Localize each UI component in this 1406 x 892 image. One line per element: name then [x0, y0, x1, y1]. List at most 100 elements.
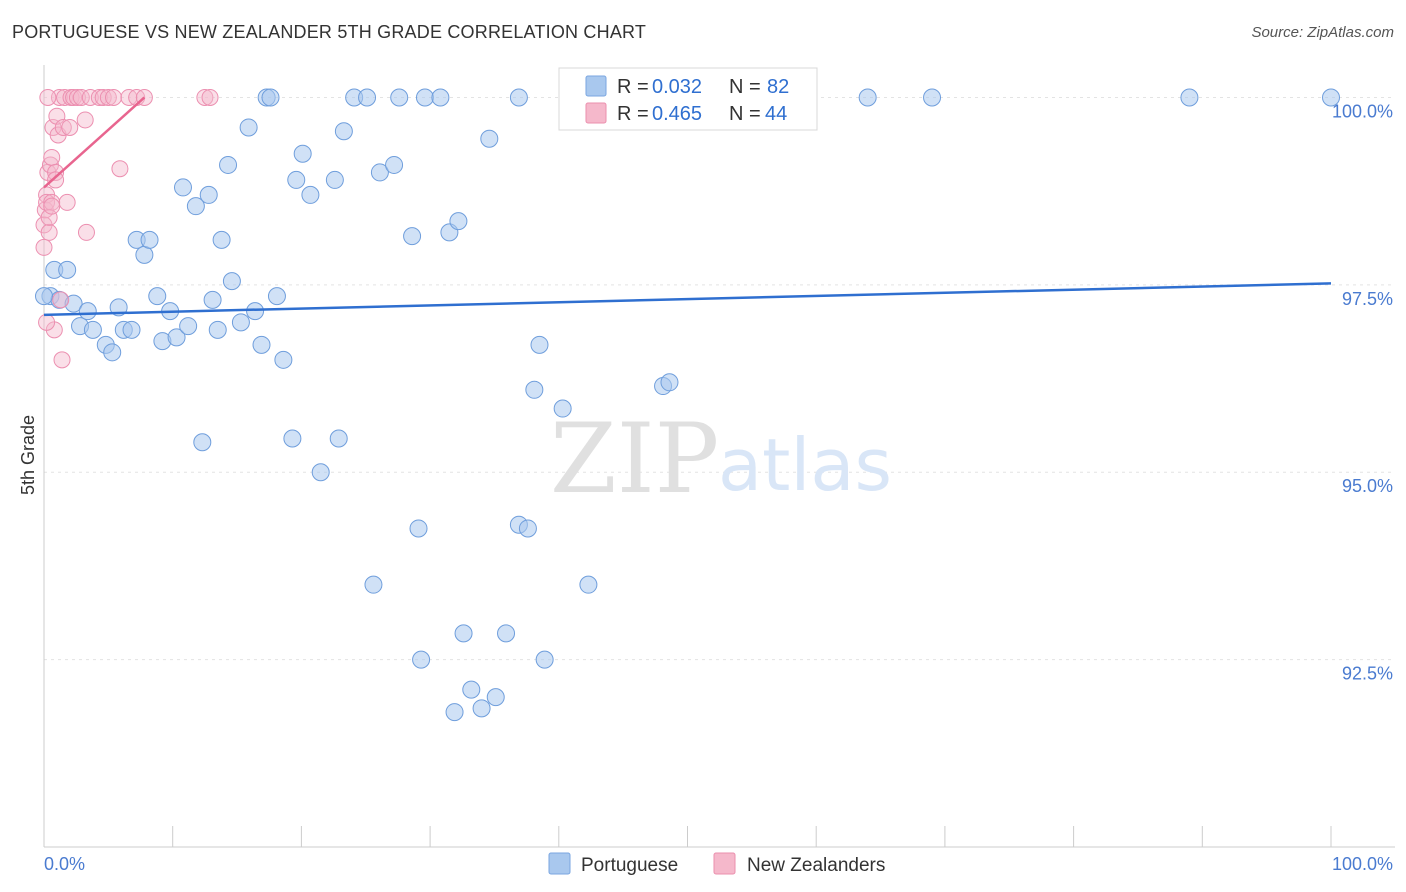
portuguese-point-27	[212, 230, 231, 249]
nz-point-17	[54, 118, 72, 136]
trend-line-portuguese	[43, 282, 1332, 317]
x-tick-labels: 0.0% 100.0%	[44, 854, 1393, 874]
portuguese-point-41	[301, 185, 320, 204]
portuguese-point-19	[167, 328, 186, 347]
portuguese-point-69	[525, 380, 544, 399]
nz-point-32	[111, 160, 129, 178]
series-legend-swatch-portuguese	[548, 852, 571, 875]
portuguese-point-61	[462, 680, 481, 699]
nz-point-14	[50, 88, 68, 106]
portuguese-point-80	[1322, 88, 1340, 107]
portuguese-point-37	[274, 350, 293, 369]
chart-title: PORTUGUESE VS NEW ZEALANDER 5TH GRADE CO…	[12, 22, 647, 42]
portuguese-point-49	[370, 163, 389, 182]
nz-point-27	[81, 88, 99, 106]
portuguese-point-47	[358, 88, 377, 107]
legend-n-value-1: 44	[765, 103, 787, 125]
y-tick-label-1: 95.0%	[1342, 476, 1393, 496]
nz-point-24	[72, 88, 90, 106]
series-legend-label-new-zealanders: New Zealanders	[747, 855, 885, 876]
legend-r-label-1: R =	[617, 103, 649, 125]
portuguese-point-23	[193, 433, 212, 452]
nz-point-25	[76, 111, 94, 129]
trend-lines	[43, 96, 1332, 317]
portuguese-point-42	[311, 463, 330, 482]
legend-r-value-1: 0.465	[652, 103, 702, 125]
nz-point-36	[39, 88, 57, 106]
nz-point-15	[52, 291, 70, 309]
portuguese-point-35	[261, 88, 280, 107]
legend-r-value-0: 0.032	[652, 76, 702, 98]
nz-point-41	[38, 313, 56, 331]
nz-point-11	[47, 163, 65, 181]
portuguese-point-53	[409, 519, 428, 538]
portuguese-point-59	[449, 212, 468, 231]
portuguese-point-48	[364, 575, 383, 594]
x-tick-label-0: 0.0%	[44, 854, 85, 874]
portuguese-point-31	[239, 118, 258, 137]
portuguese-point-12	[122, 320, 141, 339]
portuguese-point-52	[403, 227, 422, 246]
series-legend-label-portuguese: Portuguese	[581, 855, 678, 876]
portuguese-point-55	[415, 88, 434, 107]
nz-point-28	[90, 88, 108, 106]
portuguese-point-14	[135, 245, 154, 264]
portuguese-point-36	[267, 287, 286, 306]
portuguese-point-15	[140, 230, 159, 249]
portuguese-point-72	[553, 399, 572, 418]
portuguese-point-3	[58, 260, 77, 279]
portuguese-point-79	[1180, 88, 1199, 107]
legend-n-value-0: 82	[767, 76, 789, 98]
portuguese-point-56	[431, 88, 450, 107]
portuguese-point-21	[179, 317, 198, 336]
legend-swatch-portuguese	[585, 75, 607, 97]
nz-point-30	[99, 88, 117, 106]
nz-point-5	[40, 223, 58, 241]
portuguese-point-43	[325, 170, 344, 189]
portuguese-point-45	[334, 122, 353, 141]
nz-point-38	[43, 197, 61, 215]
watermark-zip: ZIP	[550, 403, 719, 515]
portuguese-point-38	[283, 429, 302, 448]
portuguese-point-4	[64, 294, 83, 313]
stats-legend: R = 0.032 N = 82 R = 0.465 N = 44	[558, 67, 818, 131]
portuguese-point-33	[252, 335, 271, 354]
nz-point-18	[56, 88, 74, 106]
portuguese-point-9	[103, 343, 122, 362]
gridlines	[44, 96, 1395, 661]
y-tick-label-2: 97.5%	[1342, 289, 1393, 309]
portuguese-point-68	[518, 519, 537, 538]
nz-point-19	[58, 193, 76, 211]
portuguese-point-7	[83, 320, 102, 339]
portuguese-point-62	[472, 699, 491, 718]
portuguese-point-10	[109, 298, 128, 317]
x-tick-label-1: 100.0%	[1332, 854, 1393, 874]
portuguese-point-50	[385, 155, 404, 174]
nz-point-26	[77, 223, 95, 241]
portuguese-point-20	[173, 178, 192, 197]
nz-point-37	[40, 208, 58, 226]
legend-n-label-1: N =	[729, 103, 761, 125]
y-tick-labels: 92.5% 95.0% 97.5% 100.0%	[1332, 101, 1393, 683]
portuguese-point-30	[231, 313, 250, 332]
portuguese-point-60	[454, 624, 473, 643]
portuguese-point-26	[208, 320, 227, 339]
portuguese-point-24	[199, 185, 218, 204]
portuguese-point-73	[579, 575, 598, 594]
portuguese-point-63	[480, 129, 499, 148]
legend-r-label-0: R =	[617, 76, 649, 98]
legend-n-label-0: N =	[729, 76, 761, 98]
portuguese-point-78	[923, 88, 942, 107]
nz-point-16	[53, 351, 71, 369]
nz-point-20	[61, 118, 79, 136]
y-axis-label: 5th Grade	[18, 415, 38, 495]
nz-point-39	[196, 88, 214, 106]
portuguese-point-81	[35, 287, 53, 306]
series-legend: Portuguese New Zealanders	[548, 852, 885, 876]
watermark: ZIP atlas	[550, 403, 892, 515]
legend-swatch-new-zealanders	[585, 102, 607, 124]
nz-point-7	[43, 148, 61, 166]
portuguese-point-39	[287, 170, 306, 189]
trend-line-new-zealanders	[43, 96, 146, 189]
nz-point-23	[68, 88, 86, 106]
